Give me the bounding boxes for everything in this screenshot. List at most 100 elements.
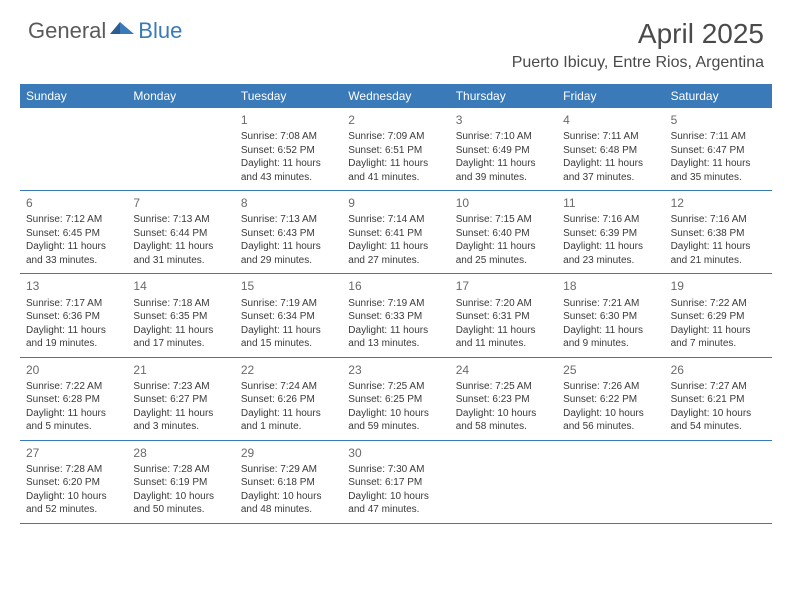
dow-cell: Thursday	[450, 84, 557, 108]
day-details: Sunrise: 7:27 AMSunset: 6:21 PMDaylight:…	[671, 380, 766, 434]
sunset-line: Sunset: 6:36 PM	[26, 310, 121, 324]
day-cell: 17Sunrise: 7:20 AMSunset: 6:31 PMDayligh…	[450, 274, 557, 356]
sunset-line: Sunset: 6:27 PM	[133, 393, 228, 407]
sunset-line: Sunset: 6:39 PM	[563, 227, 658, 241]
logo-text-blue: Blue	[138, 18, 182, 44]
day-number: 21	[133, 362, 228, 378]
day-cell: 30Sunrise: 7:30 AMSunset: 6:17 PMDayligh…	[342, 441, 449, 523]
sunrise-line: Sunrise: 7:24 AM	[241, 380, 336, 394]
sunset-line: Sunset: 6:19 PM	[133, 476, 228, 490]
day-cell: 10Sunrise: 7:15 AMSunset: 6:40 PMDayligh…	[450, 191, 557, 273]
dow-header-row: SundayMondayTuesdayWednesdayThursdayFrid…	[20, 84, 772, 108]
day-number: 14	[133, 278, 228, 294]
daylight-line: Daylight: 10 hours and 56 minutes.	[563, 407, 658, 434]
daylight-line: Daylight: 11 hours and 29 minutes.	[241, 240, 336, 267]
day-number: 5	[671, 112, 766, 128]
day-details: Sunrise: 7:13 AMSunset: 6:44 PMDaylight:…	[133, 213, 228, 267]
daylight-line: Daylight: 11 hours and 21 minutes.	[671, 240, 766, 267]
day-cell: 1Sunrise: 7:08 AMSunset: 6:52 PMDaylight…	[235, 108, 342, 190]
sunrise-line: Sunrise: 7:27 AM	[671, 380, 766, 394]
day-number: 2	[348, 112, 443, 128]
daylight-line: Daylight: 11 hours and 9 minutes.	[563, 324, 658, 351]
day-number: 24	[456, 362, 551, 378]
sunrise-line: Sunrise: 7:25 AM	[348, 380, 443, 394]
daylight-line: Daylight: 11 hours and 3 minutes.	[133, 407, 228, 434]
sunset-line: Sunset: 6:43 PM	[241, 227, 336, 241]
sunset-line: Sunset: 6:48 PM	[563, 144, 658, 158]
day-cell: 19Sunrise: 7:22 AMSunset: 6:29 PMDayligh…	[665, 274, 772, 356]
sunrise-line: Sunrise: 7:29 AM	[241, 463, 336, 477]
day-details: Sunrise: 7:19 AMSunset: 6:34 PMDaylight:…	[241, 297, 336, 351]
day-cell: 25 Sunrise: 7:26 AMSunset: 6:22 PMDayligh…	[557, 358, 664, 440]
sunrise-line: Sunrise: 7:21 AM	[563, 297, 658, 311]
day-details: Sunrise: 7:28 AMSunset: 6:19 PMDaylight:…	[133, 463, 228, 517]
day-number: 18	[563, 278, 658, 294]
sunset-line: Sunset: 6:25 PM	[348, 393, 443, 407]
daylight-line: Daylight: 11 hours and 5 minutes.	[26, 407, 121, 434]
day-cell: 26 Sunrise: 7:27 AMSunset: 6:21 PMDayligh…	[665, 358, 772, 440]
day-details: Sunrise: 7:16 AMSunset: 6:39 PMDaylight:…	[563, 213, 658, 267]
daylight-line: Daylight: 11 hours and 1 minute.	[241, 407, 336, 434]
day-number: 26	[671, 362, 766, 378]
daylight-line: Daylight: 10 hours and 47 minutes.	[348, 490, 443, 517]
day-cell: 2Sunrise: 7:09 AMSunset: 6:51 PMDaylight…	[342, 108, 449, 190]
day-number: 7	[133, 195, 228, 211]
sunrise-line: Sunrise: 7:19 AM	[241, 297, 336, 311]
sunset-line: Sunset: 6:20 PM	[26, 476, 121, 490]
daylight-line: Daylight: 11 hours and 39 minutes.	[456, 157, 551, 184]
logo-mark-icon	[110, 20, 136, 43]
sunrise-line: Sunrise: 7:17 AM	[26, 297, 121, 311]
sunset-line: Sunset: 6:29 PM	[671, 310, 766, 324]
sunrise-line: Sunrise: 7:20 AM	[456, 297, 551, 311]
daylight-line: Daylight: 11 hours and 27 minutes.	[348, 240, 443, 267]
sunset-line: Sunset: 6:30 PM	[563, 310, 658, 324]
title-block: April 2025 Puerto Ibicuy, Entre Rios, Ar…	[512, 18, 764, 72]
sunrise-line: Sunrise: 7:28 AM	[133, 463, 228, 477]
daylight-line: Daylight: 11 hours and 13 minutes.	[348, 324, 443, 351]
day-number: 20	[26, 362, 121, 378]
sunset-line: Sunset: 6:41 PM	[348, 227, 443, 241]
sunset-line: Sunset: 6:33 PM	[348, 310, 443, 324]
sunrise-line: Sunrise: 7:18 AM	[133, 297, 228, 311]
sunrise-line: Sunrise: 7:12 AM	[26, 213, 121, 227]
sunset-line: Sunset: 6:45 PM	[26, 227, 121, 241]
daylight-line: Daylight: 11 hours and 37 minutes.	[563, 157, 658, 184]
sunrise-line: Sunrise: 7:13 AM	[241, 213, 336, 227]
sunrise-line: Sunrise: 7:10 AM	[456, 130, 551, 144]
sunrise-line: Sunrise: 7:11 AM	[563, 130, 658, 144]
day-cell: 6Sunrise: 7:12 AMSunset: 6:45 PMDaylight…	[20, 191, 127, 273]
weeks-container: 1Sunrise: 7:08 AMSunset: 6:52 PMDaylight…	[20, 108, 772, 524]
day-cell: 7 Sunrise: 7:13 AMSunset: 6:44 PMDaylight…	[127, 191, 234, 273]
day-cell: 24Sunrise: 7:25 AMSunset: 6:23 PMDayligh…	[450, 358, 557, 440]
day-details: Sunrise: 7:23 AMSunset: 6:27 PMDaylight:…	[133, 380, 228, 434]
week-row: 27Sunrise: 7:28 AMSunset: 6:20 PMDayligh…	[20, 441, 772, 524]
sunset-line: Sunset: 6:18 PM	[241, 476, 336, 490]
sunrise-line: Sunrise: 7:28 AM	[26, 463, 121, 477]
day-number: 22	[241, 362, 336, 378]
day-number: 23	[348, 362, 443, 378]
day-cell: 27Sunrise: 7:28 AMSunset: 6:20 PMDayligh…	[20, 441, 127, 523]
day-details: Sunrise: 7:26 AMSunset: 6:22 PMDaylight:…	[563, 380, 658, 434]
day-details: Sunrise: 7:18 AMSunset: 6:35 PMDaylight:…	[133, 297, 228, 351]
day-number: 3	[456, 112, 551, 128]
location-text: Puerto Ibicuy, Entre Rios, Argentina	[512, 54, 764, 72]
day-cell: 21 Sunrise: 7:23 AMSunset: 6:27 PMDayligh…	[127, 358, 234, 440]
day-number: 25	[563, 362, 658, 378]
day-details: Sunrise: 7:22 AMSunset: 6:29 PMDaylight:…	[671, 297, 766, 351]
daylight-line: Daylight: 11 hours and 31 minutes.	[133, 240, 228, 267]
daylight-line: Daylight: 11 hours and 17 minutes.	[133, 324, 228, 351]
sunrise-line: Sunrise: 7:16 AM	[563, 213, 658, 227]
calendar: SundayMondayTuesdayWednesdayThursdayFrid…	[20, 84, 772, 524]
day-cell: 13Sunrise: 7:17 AMSunset: 6:36 PMDayligh…	[20, 274, 127, 356]
day-number: 8	[241, 195, 336, 211]
sunset-line: Sunset: 6:34 PM	[241, 310, 336, 324]
day-number: 12	[671, 195, 766, 211]
week-row: 6Sunrise: 7:12 AMSunset: 6:45 PMDaylight…	[20, 191, 772, 274]
sunset-line: Sunset: 6:28 PM	[26, 393, 121, 407]
day-details: Sunrise: 7:24 AMSunset: 6:26 PMDaylight:…	[241, 380, 336, 434]
day-cell: 11Sunrise: 7:16 AMSunset: 6:39 PMDayligh…	[557, 191, 664, 273]
sunrise-line: Sunrise: 7:26 AM	[563, 380, 658, 394]
day-number: 15	[241, 278, 336, 294]
day-cell: 18 Sunrise: 7:21 AMSunset: 6:30 PMDayligh…	[557, 274, 664, 356]
day-number: 29	[241, 445, 336, 461]
